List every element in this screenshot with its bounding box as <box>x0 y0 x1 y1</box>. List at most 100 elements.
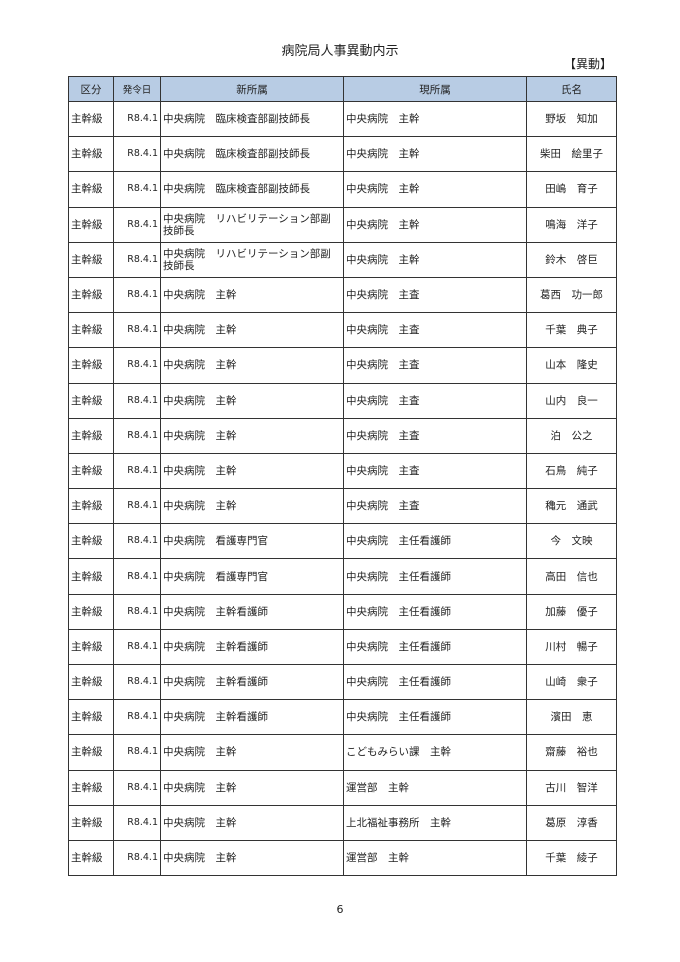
cell-current-post: 中央病院 主任看護師 <box>343 628 527 666</box>
cell-category: 主幹級 <box>68 769 114 806</box>
table-row: 主幹級 R8.4.1 中央病院 主幹 中央病院 主査泊 公之 <box>68 417 617 454</box>
table-row: 主幹級 R8.4.1 中央病院 主幹 中央病院 主査 山内 良一 <box>68 382 617 419</box>
cell-name: 山内 良一 <box>526 382 617 419</box>
cell-new-post: 中央病院 主幹 <box>160 769 344 806</box>
cell-name: 鳴海 洋子 <box>526 206 617 243</box>
cell-new-post: 中央病院 主幹看護師 <box>160 699 344 736</box>
cell-name: 千葉 綾子 <box>526 839 617 877</box>
cell-name: 葛西 功一郎 <box>526 276 617 314</box>
cell-name: 高田 信也 <box>526 558 617 595</box>
cell-new-post: 中央病院 リハビリテーション部副技師長 <box>160 206 344 243</box>
cell-current-post: 中央病院 主査 <box>343 452 527 490</box>
cell-category: 主幹級 <box>68 593 114 630</box>
cell-name: 山本 隆史 <box>526 347 617 384</box>
cell-date: R8.4.1 <box>113 312 161 349</box>
table-row: 主幹級 R8.4.1 中央病院 臨床検査部副技師長 中央病院 主幹 田嶋 育子 <box>68 171 617 208</box>
cell-new-post: 中央病院 主幹看護師 <box>160 593 344 630</box>
table-row: 主幹級 R8.4.1 中央病院 主幹 中央病院 主査 石鳥 純子 <box>68 452 617 490</box>
table-row: 主幹級 R8.4.1 中央病院 主幹看護師 中央病院 主任看護師 山崎 衆子 <box>68 663 617 701</box>
cell-category: 主幹級 <box>68 523 114 560</box>
cell-name: 川村 暢子 <box>526 628 617 666</box>
cell-new-post: 中央病院 臨床検査部副技師長 <box>160 136 344 173</box>
cell-new-post: 中央病院 看護専門官 <box>160 523 344 560</box>
cell-name: 齋藤 裕也 <box>526 734 617 771</box>
cell-category: 主幹級 <box>68 241 114 278</box>
cell-category: 主幹級 <box>68 382 114 419</box>
cell-category: 主幹級 <box>68 804 114 841</box>
cell-date: R8.4.1 <box>113 839 161 877</box>
cell-new-post: 中央病院 主幹 <box>160 382 344 419</box>
cell-date: R8.4.1 <box>113 523 161 560</box>
cell-date: R8.4.1 <box>113 628 161 666</box>
cell-category: 主幹級 <box>68 100 114 138</box>
cell-name: 穐元 通武 <box>526 488 617 525</box>
cell-name: 千葉 典子 <box>526 312 617 349</box>
header-new-post: 新所属 <box>160 76 344 102</box>
cell-new-post: 中央病院 主幹看護師 <box>160 628 344 666</box>
table-header-row: 区分 発令日 新所属 現所属 氏名 <box>68 76 617 102</box>
page-number: 6 <box>336 903 344 916</box>
header-category: 区分 <box>68 76 114 102</box>
cell-current-post: 中央病院 主任看護師 <box>343 523 527 560</box>
cell-new-post: 中央病院 主幹 <box>160 347 344 384</box>
cell-date: R8.4.1 <box>113 382 161 419</box>
table-row: 主幹級 R8.4.1 中央病院 主幹 中央病院 主査 山本 隆史 <box>68 347 617 384</box>
category-tag: 【異動】 <box>563 57 612 71</box>
cell-current-post: 中央病院 主幹 <box>343 100 527 138</box>
cell-date: R8.4.1 <box>113 663 161 701</box>
table-row: 主幹級 R8.4.1 中央病院 臨床検査部副技師長 中央病院 主幹 野坂 知加 <box>68 100 617 138</box>
cell-date: R8.4.1 <box>113 171 161 208</box>
cell-category: 主幹級 <box>68 628 114 666</box>
cell-category: 主幹級 <box>68 136 114 173</box>
cell-date: R8.4.1 <box>113 734 161 771</box>
cell-date: R8.4.1 <box>113 769 161 806</box>
cell-current-post: 中央病院 主査 <box>343 382 527 419</box>
document-title: 病院局人事異動内示 <box>281 44 399 59</box>
table-row: 主幹級 R8.4.1 中央病院 主幹 上北福祉事務所 主幹 葛原 淳香 <box>68 804 617 841</box>
cell-category: 主幹級 <box>68 417 114 454</box>
table-row: 主幹級 R8.4.1 中央病院 主幹 運営部 主幹 古川 智洋 <box>68 769 617 806</box>
cell-new-post: 中央病院 リハビリテーション部副技師長 <box>160 241 344 278</box>
cell-date: R8.4.1 <box>113 558 161 595</box>
table-row: 主幹級 R8.4.1 中央病院 看護専門官 中央病院 主任看護師 高田 信也 <box>68 558 617 595</box>
table-row: 主幹級 R8.4.1 中央病院 主幹看護師 中央病院 主任看護師 川村 暢子 <box>68 628 617 666</box>
cell-current-post: 中央病院 主査 <box>343 417 527 454</box>
cell-name: 今 文映 <box>526 523 617 560</box>
cell-name: 泊 公之 <box>526 417 617 454</box>
cell-name: 田嶋 育子 <box>526 171 617 208</box>
cell-new-post: 中央病院 主幹 <box>160 734 344 771</box>
cell-category: 主幹級 <box>68 663 114 701</box>
cell-current-post: 中央病院 主査 <box>343 488 527 525</box>
cell-current-post: 中央病院 主任看護師 <box>343 593 527 630</box>
cell-new-post: 中央病院 主幹 <box>160 488 344 525</box>
table-row: 主幹級 R8.4.1 中央病院 臨床検査部副技師長 中央病院 主幹 柴田 絵里子 <box>68 136 617 173</box>
cell-name: 山崎 衆子 <box>526 663 617 701</box>
cell-category: 主幹級 <box>68 452 114 490</box>
cell-date: R8.4.1 <box>113 699 161 736</box>
cell-current-post: こどもみらい課 主幹 <box>343 734 527 771</box>
cell-new-post: 中央病院 看護専門官 <box>160 558 344 595</box>
cell-date: R8.4.1 <box>113 206 161 243</box>
cell-name: 加藤 優子 <box>526 593 617 630</box>
cell-name: 石鳥 純子 <box>526 452 617 490</box>
cell-name: 古川 智洋 <box>526 769 617 806</box>
cell-new-post: 中央病院 臨床検査部副技師長 <box>160 171 344 208</box>
cell-date: R8.4.1 <box>113 136 161 173</box>
cell-name: 野坂 知加 <box>526 100 617 138</box>
cell-category: 主幹級 <box>68 839 114 877</box>
cell-date: R8.4.1 <box>113 100 161 138</box>
header-name: 氏名 <box>526 76 617 102</box>
cell-current-post: 中央病院 主任看護師 <box>343 558 527 595</box>
cell-current-post: 中央病院 主任看護師 <box>343 663 527 701</box>
cell-new-post: 中央病院 臨床検査部副技師長 <box>160 100 344 138</box>
cell-name: 濱田 恵 <box>526 699 617 736</box>
table-row: 主幹級 R8.4.1 中央病院 主幹 こどもみらい課 主幹 齋藤 裕也 <box>68 734 617 771</box>
cell-current-post: 中央病院 主幹 <box>343 206 527 243</box>
table-row: 主幹級 R8.4.1 中央病院 主幹看護師 中央病院 主任看護師 加藤 優子 <box>68 593 617 630</box>
cell-date: R8.4.1 <box>113 452 161 490</box>
cell-category: 主幹級 <box>68 171 114 208</box>
cell-current-post: 運営部 主幹 <box>343 769 527 806</box>
cell-current-post: 中央病院 主査 <box>343 312 527 349</box>
table-row: 主幹級 R8.4.1 中央病院 主幹 中央病院 主査 葛西 功一郎 <box>68 276 617 314</box>
cell-new-post: 中央病院 主幹 <box>160 312 344 349</box>
